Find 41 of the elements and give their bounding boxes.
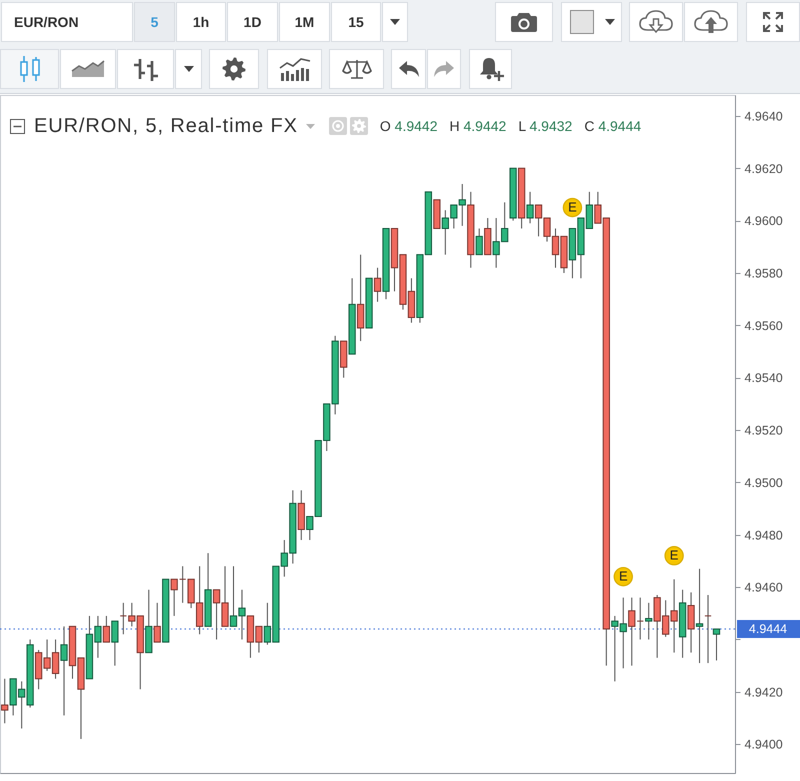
toolbar-button: 1M <box>279 2 330 42</box>
y-tick-label: 4.9560 <box>744 318 783 333</box>
data-label: E <box>618 568 628 584</box>
candlestick <box>374 267 382 302</box>
text: EUR/RON, 5, Real-time FX <box>34 114 298 138</box>
candlestick <box>526 191 534 224</box>
candlestick <box>1 678 8 724</box>
ref-line-label: 4.9444 <box>748 622 788 636</box>
candlestick <box>154 602 161 643</box>
candlestick <box>704 594 712 664</box>
candlestick <box>111 620 119 666</box>
data-label: E <box>670 548 679 563</box>
annotation: C 4.9444 <box>584 118 642 134</box>
y-tick-label: 4.9640 <box>744 109 783 124</box>
data-label: E <box>568 200 578 215</box>
candlestick <box>645 602 652 640</box>
y-tick-label: 4.9480 <box>744 528 783 542</box>
y-tick-label: 4.9620 <box>744 162 783 176</box>
annotation: O 4.9442 <box>380 118 438 134</box>
y-tick-label: 4.9600 <box>744 214 783 228</box>
candlestick <box>102 615 110 643</box>
annotation: H 4.9442 <box>449 118 506 134</box>
toolbar-button: 5 <box>134 2 175 42</box>
candlestick <box>60 626 68 716</box>
symbol-field: EUR/RON <box>1 2 133 42</box>
toolbar-button: 1D <box>227 2 278 42</box>
y-tick-label: 4.9580 <box>744 266 783 281</box>
annotation: L 4.9432 <box>518 118 572 134</box>
y-tick-label: 4.9500 <box>744 476 783 490</box>
candlestick <box>696 568 704 664</box>
y-tick-label: 4.9540 <box>744 371 783 386</box>
y-tick-label: 4.9460 <box>744 580 783 595</box>
y-tick-label: 4.9520 <box>744 424 783 438</box>
toolbar-button: 1h <box>176 2 226 42</box>
y-tick-label: 4.9400 <box>744 738 783 752</box>
candlestick <box>712 628 720 661</box>
y-tick-label: 4.9420 <box>744 685 783 700</box>
candlestick <box>476 228 483 256</box>
toolbar-button: 15 <box>331 2 381 42</box>
candlestick <box>356 254 364 342</box>
candlestick <box>687 592 695 654</box>
